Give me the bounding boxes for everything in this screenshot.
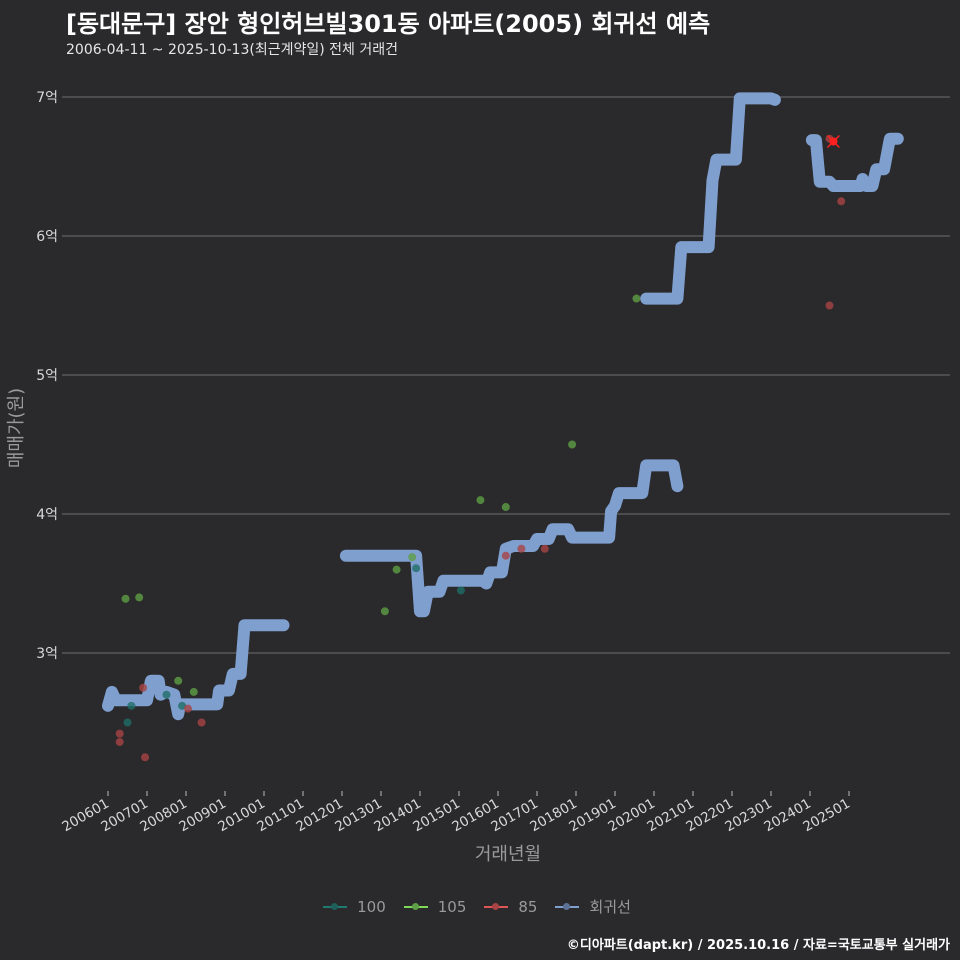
y-axis-label: 매매가(원) xyxy=(6,388,27,468)
svg-text:7억: 7억 xyxy=(36,90,58,106)
legend: 100 105 85 회귀선 xyxy=(0,896,960,917)
legend-key-85 xyxy=(484,901,509,913)
regression-line xyxy=(102,92,904,721)
legend-label: 100 xyxy=(357,897,386,916)
x-axis: 2006012007012008012009012010012011012012… xyxy=(59,791,853,835)
gridlines xyxy=(62,96,950,654)
svg-text:5억: 5억 xyxy=(36,368,58,384)
x-axis-label: 거래년월 xyxy=(475,844,541,865)
latest-transaction-marker xyxy=(826,134,840,149)
legend-key-100 xyxy=(323,901,348,913)
legend-key-105 xyxy=(403,901,428,913)
data-points xyxy=(115,134,846,762)
y-axis: 3억 4억 5억 6억 7억 xyxy=(36,90,58,662)
legend-item-100[interactable]: 100 xyxy=(323,898,386,916)
legend-label: 105 xyxy=(437,897,467,916)
legend-key-regression xyxy=(555,901,580,913)
legend-item-regression[interactable]: 회귀선 xyxy=(555,896,631,917)
svg-text:6억: 6억 xyxy=(36,229,58,245)
chart-title: [동대문구] 장안 형인허브빌301동 아파트(2005) 회귀선 예측 xyxy=(66,10,711,38)
legend-item-85[interactable]: 85 xyxy=(484,898,537,916)
legend-label: 85 xyxy=(518,897,538,916)
svg-text:3억: 3억 xyxy=(36,646,58,662)
source-caption: ©디아파트(dapt.kr) / 2025.10.16 / 자료=국토교통부 실… xyxy=(566,938,950,953)
legend-item-105[interactable]: 105 xyxy=(403,897,467,916)
legend-label: 회귀선 xyxy=(589,898,631,916)
chart-subtitle: 2006-04-11 ~ 2025-10-13(최근계약일) 전체 거래건 xyxy=(66,42,398,58)
svg-text:4억: 4억 xyxy=(36,507,58,523)
